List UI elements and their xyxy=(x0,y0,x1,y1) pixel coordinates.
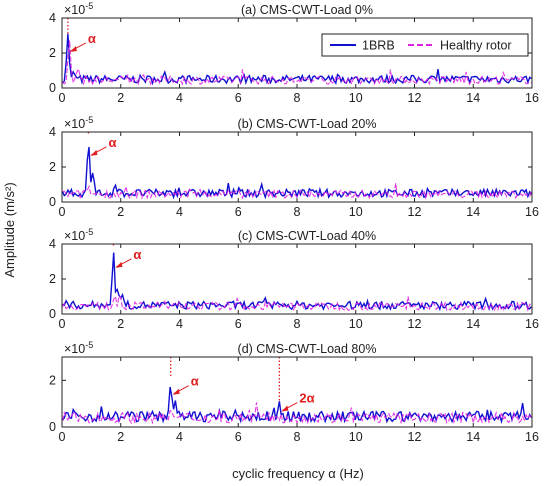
y-tick-label: 2 xyxy=(49,373,56,387)
x-tick-label: 10 xyxy=(349,430,363,444)
y-tick-label: 0 xyxy=(49,195,56,209)
y-tick-label: 4 xyxy=(49,11,56,25)
x-tick-label: 4 xyxy=(176,91,183,105)
x-tick-label: 0 xyxy=(59,205,66,219)
scale-base: ×10 xyxy=(64,229,85,243)
legend-label-brb: 1BRB xyxy=(362,39,395,53)
scale-exponent: -5 xyxy=(85,340,93,350)
x-tick-label: 12 xyxy=(408,430,422,444)
series-line-brb xyxy=(62,252,532,312)
y-tick-label: 2 xyxy=(49,160,56,174)
x-axis-label: cyclic frequency α (Hz) xyxy=(232,466,364,481)
annotation-arrowhead xyxy=(115,261,123,268)
series-line-healthy xyxy=(62,294,532,312)
x-tick-label: 2 xyxy=(117,430,124,444)
x-tick-label: 14 xyxy=(466,91,480,105)
annotation-label: α xyxy=(108,135,116,150)
x-tick-label: 12 xyxy=(408,91,422,105)
annotation-label: α xyxy=(133,247,141,262)
x-tick-label: 8 xyxy=(294,91,301,105)
annotation-label: 2α xyxy=(299,391,314,406)
x-tick-label: 4 xyxy=(176,317,183,331)
x-tick-label: 2 xyxy=(117,205,124,219)
scale-exponent-label: ×10-5 xyxy=(64,115,93,131)
x-tick-label: 2 xyxy=(117,317,124,331)
subplot-4: (d) CMS-CWT-Load 80% ×10-5 α 2α 0 2 4 6 8 10 12 14 1… xyxy=(49,340,539,444)
annotation-label: α xyxy=(191,374,199,389)
x-tick-label: 0 xyxy=(59,430,66,444)
series-line-brb xyxy=(62,386,533,425)
x-tick-label: 12 xyxy=(408,205,422,219)
y-tick-label: 0 xyxy=(49,81,56,95)
scale-base: ×10 xyxy=(64,342,85,356)
x-tick-label: 10 xyxy=(349,317,363,331)
x-tick-label: 16 xyxy=(525,317,539,331)
series-line-brb xyxy=(61,146,533,200)
subplot-title: (a) CMS-CWT-Load 0% xyxy=(241,3,373,17)
scale-base: ×10 xyxy=(64,3,85,17)
x-tick-label: 6 xyxy=(235,317,242,331)
x-tick-label: 14 xyxy=(466,430,480,444)
subplot-2: (b) CMS-CWT-Load 20% ×10-5 α 0 2 4 6 8 10 12 14 16 0… xyxy=(49,115,539,219)
subplot-title: (b) CMS-CWT-Load 20% xyxy=(238,117,377,131)
x-tick-label: 6 xyxy=(235,91,242,105)
subplot-stack: (a) CMS-CWT-Load 0%×10-5α0 2 4 6 8 10 12 14 1602… xyxy=(49,1,539,444)
annotation-arrowhead xyxy=(281,405,289,412)
x-tick-label: 8 xyxy=(294,430,301,444)
scale-exponent-label: ×10-5 xyxy=(64,1,93,17)
x-tick-label: 8 xyxy=(294,317,301,331)
x-tick-label: 4 xyxy=(176,205,183,219)
scale-exponent-label: ×10-5 xyxy=(64,227,93,243)
series-line-brb xyxy=(62,33,532,86)
x-tick-label: 4 xyxy=(176,430,183,444)
series-line-healthy xyxy=(62,40,532,86)
x-tick-label: 14 xyxy=(466,205,480,219)
annotation-label: α xyxy=(88,31,96,46)
y-tick-label: 2 xyxy=(49,46,56,60)
scale-exponent-label: ×10-5 xyxy=(64,340,93,356)
x-tick-label: 6 xyxy=(235,430,242,444)
series-line-healthy xyxy=(62,183,532,200)
x-tick-label: 0 xyxy=(59,317,66,331)
subplot-1: (a) CMS-CWT-Load 0% ×10-5 α 0 2 4 6 8 10 12 14 16 0 2… xyxy=(49,1,539,105)
annotation-arrowhead xyxy=(90,149,98,156)
y-axis-label: Amplitude (m/s²) xyxy=(2,182,17,277)
x-tick-label: 6 xyxy=(235,205,242,219)
scale-exponent: -5 xyxy=(85,227,93,237)
x-tick-label: 10 xyxy=(349,205,363,219)
subplot-3: (c) CMS-CWT-Load 40% ×10-5 α 0 2 4 6 8 10 12 14 16 0… xyxy=(49,227,539,331)
legend-box xyxy=(321,33,529,57)
x-tick-label: 16 xyxy=(525,91,539,105)
scale-base: ×10 xyxy=(64,117,85,131)
x-tick-label: 16 xyxy=(525,430,539,444)
x-tick-label: 16 xyxy=(525,205,539,219)
y-tick-label: 2 xyxy=(49,272,56,286)
subplot-title: (c) CMS-CWT-Load 40% xyxy=(238,229,376,243)
scale-exponent: -5 xyxy=(85,115,93,125)
y-tick-label: 0 xyxy=(49,307,56,321)
x-tick-label: 14 xyxy=(466,317,480,331)
annotation-arrowhead xyxy=(172,388,180,395)
axes-frame xyxy=(61,131,533,203)
x-tick-label: 12 xyxy=(408,317,422,331)
series-line-healthy xyxy=(62,402,532,425)
subplot-title: (d) CMS-CWT-Load 80% xyxy=(238,342,377,356)
legend: 1BRB Healthy rotor xyxy=(321,33,529,57)
y-tick-label: 4 xyxy=(49,237,56,251)
x-tick-label: 10 xyxy=(349,91,363,105)
x-tick-label: 8 xyxy=(294,205,301,219)
x-tick-label: 0 xyxy=(59,91,66,105)
legend-label-healthy: Healthy rotor xyxy=(440,39,512,53)
y-tick-label: 4 xyxy=(49,125,56,139)
annotation-arrowhead xyxy=(69,45,77,52)
y-tick-label: 0 xyxy=(49,420,56,434)
x-tick-label: 2 xyxy=(117,91,124,105)
scale-exponent: -5 xyxy=(85,1,93,11)
